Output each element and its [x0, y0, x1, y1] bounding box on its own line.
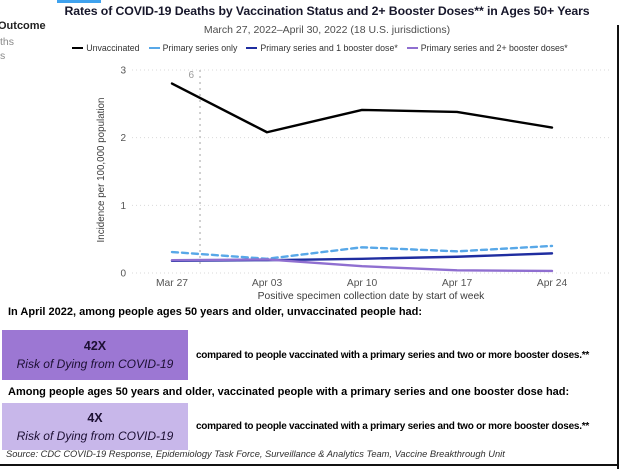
series-line-primary-series-and-2-booster-doses-	[170, 258, 554, 273]
risk-box-4x: 4X Risk of Dying from COVID-19	[2, 403, 188, 450]
x-tick-label: Apr 10	[347, 278, 378, 289]
comparison-text-1: compared to people vaccinated with a pri…	[196, 349, 590, 361]
x-tick-label: Mar 27	[156, 278, 188, 289]
chart-title: Rates of COVID-19 Deaths by Vaccination …	[64, 4, 590, 18]
x-tick-label: Apr 17	[442, 278, 473, 289]
chart-legend: Unvaccinated Primary series only Primary s…	[40, 43, 600, 53]
y-tick-label: 0	[120, 269, 126, 280]
outcome-filter-item-deaths[interactable]: ths	[0, 36, 15, 48]
series-line-unvaccinated	[170, 82, 554, 134]
x-tick-label: Apr 03	[252, 278, 283, 289]
tab-indicator-fragment	[57, 0, 101, 3]
risk-label: Risk of Dying from COVID-19	[16, 357, 174, 371]
legend-label: Primary series and 1 booster dose*	[260, 43, 398, 53]
legend-item[interactable]: Unvaccinated	[72, 43, 140, 53]
source-note: Source: CDC COVID-19 Response, Epidemiol…	[6, 449, 505, 459]
frame-border-right	[617, 25, 619, 469]
callout-intro-unvaccinated: In April 2022, among people ages 50 year…	[8, 306, 423, 318]
outcome-filter-heading: Outcome	[0, 20, 46, 32]
legend-marker	[72, 46, 84, 50]
y-tick-label: 2	[120, 133, 126, 144]
legend-marker	[148, 46, 160, 50]
legend-marker	[406, 46, 418, 50]
y-tick-label: 3	[120, 65, 126, 76]
risk-label: Risk of Dying from COVID-19	[16, 428, 174, 443]
legend-label: Primary series only	[162, 43, 238, 53]
outcome-filter-item-cases[interactable]: s	[0, 50, 6, 62]
comparison-text-2: compared to people vaccinated with a pri…	[196, 421, 590, 432]
chart-subtitle: March 27, 2022–April 30, 2022 (18 U.S. j…	[203, 24, 451, 36]
line-chart: 0 1 2 3 6 Mar 27 Apr 03 Apr 10 Apr 17 Apr 24 Posit…	[96, 65, 609, 302]
legend-item[interactable]: Primary series only	[148, 43, 238, 53]
callout-intro-one-booster: Among people ages 50 years and older, va…	[8, 386, 570, 398]
legend-item[interactable]: Primary series and 1 booster dose*	[246, 43, 398, 53]
frame-border-bottom	[0, 464, 619, 466]
x-axis-title: Positive specimen collection date by sta…	[258, 291, 485, 302]
series-line-primary-series-only	[170, 244, 554, 260]
legend-item[interactable]: Primary series and 2+ booster doses*	[406, 43, 568, 53]
legend-label: Primary series and 2+ booster doses*	[420, 43, 568, 53]
risk-box-42x: 42X Risk of Dying from COVID-19	[2, 330, 188, 380]
legend-label: Unvaccinated	[86, 43, 140, 53]
risk-multiplier: 42X	[83, 339, 107, 353]
y-tick-label: 1	[120, 201, 126, 212]
annotation-label: 6	[188, 70, 194, 81]
risk-multiplier: 4X	[87, 410, 103, 425]
x-tick-label: Apr 24	[537, 278, 568, 289]
legend-marker	[246, 46, 258, 50]
y-axis-title: Incidence per 100,000 population	[96, 98, 107, 243]
